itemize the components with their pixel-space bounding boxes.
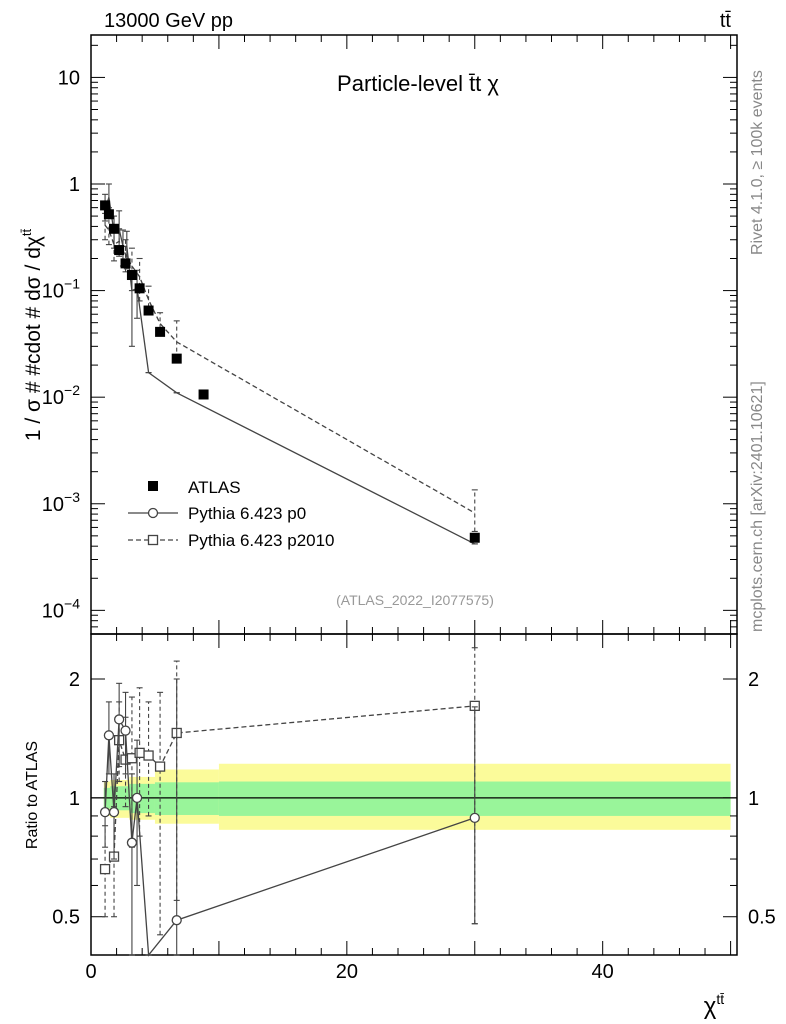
atlas-data-point xyxy=(120,258,131,269)
ratio-p0-point xyxy=(99,807,111,818)
ratio-p2010-point xyxy=(134,747,145,759)
header-final-state-label: tt̄ xyxy=(720,10,732,32)
atlas-data-point xyxy=(126,270,137,281)
atlas-data-point xyxy=(469,532,480,543)
ratio-y-tick-label-left-0.5: 0.5 xyxy=(52,907,80,929)
atlas-data-point xyxy=(171,353,182,364)
ratio-p0-point xyxy=(120,725,131,736)
plot-title: Particle-level t̄t χ xyxy=(337,71,499,96)
x-axis-label: χtt̄ xyxy=(704,991,724,1020)
main-y-tick-label-4: 10−3 xyxy=(42,489,80,516)
legend-p2010-label: Pythia 6.423 p2010 xyxy=(188,531,335,550)
main-y-tick-base: 10 xyxy=(42,600,64,622)
ratio-p2010-point xyxy=(143,750,154,761)
legend-p2010-marker xyxy=(147,534,159,546)
legend-p0-marker xyxy=(147,507,159,519)
main-y-tick-base: 10 xyxy=(42,387,64,409)
rivet-version-label: Rivet 4.1.0, ≥ 100k events xyxy=(749,70,766,255)
main-y-axis-label-text: 1 / σ # #cdot # dσ / dχ xyxy=(22,236,45,441)
ratio-band-inner-3 xyxy=(154,782,219,815)
ratio-y-tick-label-left-2: 2 xyxy=(69,669,80,691)
legend-atlas-label: ATLAS xyxy=(188,478,241,497)
main-y-tick-label-5: 10−4 xyxy=(42,595,80,622)
ratio-p2010-point xyxy=(154,761,166,772)
ratio-p0-point xyxy=(103,730,115,741)
atlas-data-point xyxy=(143,305,154,316)
x-axis-label-text: χ xyxy=(704,993,717,1020)
analysis-watermark: (ATLAS_2022_I2077575) xyxy=(336,592,494,608)
main-y-tick-label-0: 10 xyxy=(58,67,80,89)
x-tick-label-40: 40 xyxy=(592,961,614,983)
p0-line xyxy=(104,197,476,545)
ratio-y-axis-label: Ratio to ATLAS xyxy=(24,741,41,849)
ratio-p0-point xyxy=(171,915,182,926)
legend-p0-label: Pythia 6.423 p0 xyxy=(188,504,306,523)
main-y-tick-exponent: −1 xyxy=(64,276,80,292)
ratio-p2010-point xyxy=(99,863,111,875)
ratio-frame xyxy=(90,633,738,956)
p2010-line xyxy=(104,224,476,514)
ratio-p0-point xyxy=(108,807,120,818)
main-y-tick-label-3: 10−2 xyxy=(42,382,80,409)
main-y-axis-label: 1 / σ # #cdot # dσ / dχtt̄ xyxy=(19,228,45,441)
main-y-tick-label-2: 10−1 xyxy=(42,276,80,303)
ratio-p0-point xyxy=(469,812,480,823)
ratio-p0-point xyxy=(131,792,143,804)
ratio-y-tick-label-right-0.5: 0.5 xyxy=(748,907,776,929)
atlas-data-point xyxy=(100,200,111,211)
atlas-data-point xyxy=(134,283,145,294)
x-tick-label-20: 20 xyxy=(336,961,358,983)
ratio-p0-point xyxy=(113,714,125,725)
atlas-data-point xyxy=(114,245,125,256)
main-y-tick-exponent: −3 xyxy=(64,489,80,505)
mcplots-reference-label: mcplots.cern.ch [arXiv:2401.10621] xyxy=(749,381,766,632)
ratio-plot: 0 20 40 2 2 1 1 0.5 0.5 xyxy=(52,633,776,983)
main-y-tick-base: 10 xyxy=(42,281,64,303)
main-y-tick-exponent: −2 xyxy=(64,382,80,398)
atlas-data-point xyxy=(109,223,120,234)
legend-atlas-marker xyxy=(148,481,158,491)
main-y-tick-exponent: −4 xyxy=(64,595,80,611)
atlas-data-point xyxy=(198,389,209,400)
atlas-data-point xyxy=(155,326,166,337)
ratio-y-tick-label-right-2: 2 xyxy=(748,669,759,691)
ratio-y-tick-label-right-1: 1 xyxy=(748,788,759,810)
main-y-tick-base: 10 xyxy=(42,494,64,516)
atlas-data-point xyxy=(103,209,114,220)
legend: ATLAS Pythia 6.423 p0 Pythia 6.423 p2010 xyxy=(128,478,335,550)
header-process-label: 13000 GeV pp xyxy=(104,10,233,32)
x-axis-label-sup: tt̄ xyxy=(716,991,724,1007)
main-y-axis-label-sup: tt̄ xyxy=(19,228,34,236)
ratio-y-tick-label-left-1: 1 xyxy=(69,788,80,810)
ratio-p0-point xyxy=(126,837,138,848)
x-tick-label-0: 0 xyxy=(85,961,96,983)
main-y-tick-label-1: 1 xyxy=(69,174,80,196)
